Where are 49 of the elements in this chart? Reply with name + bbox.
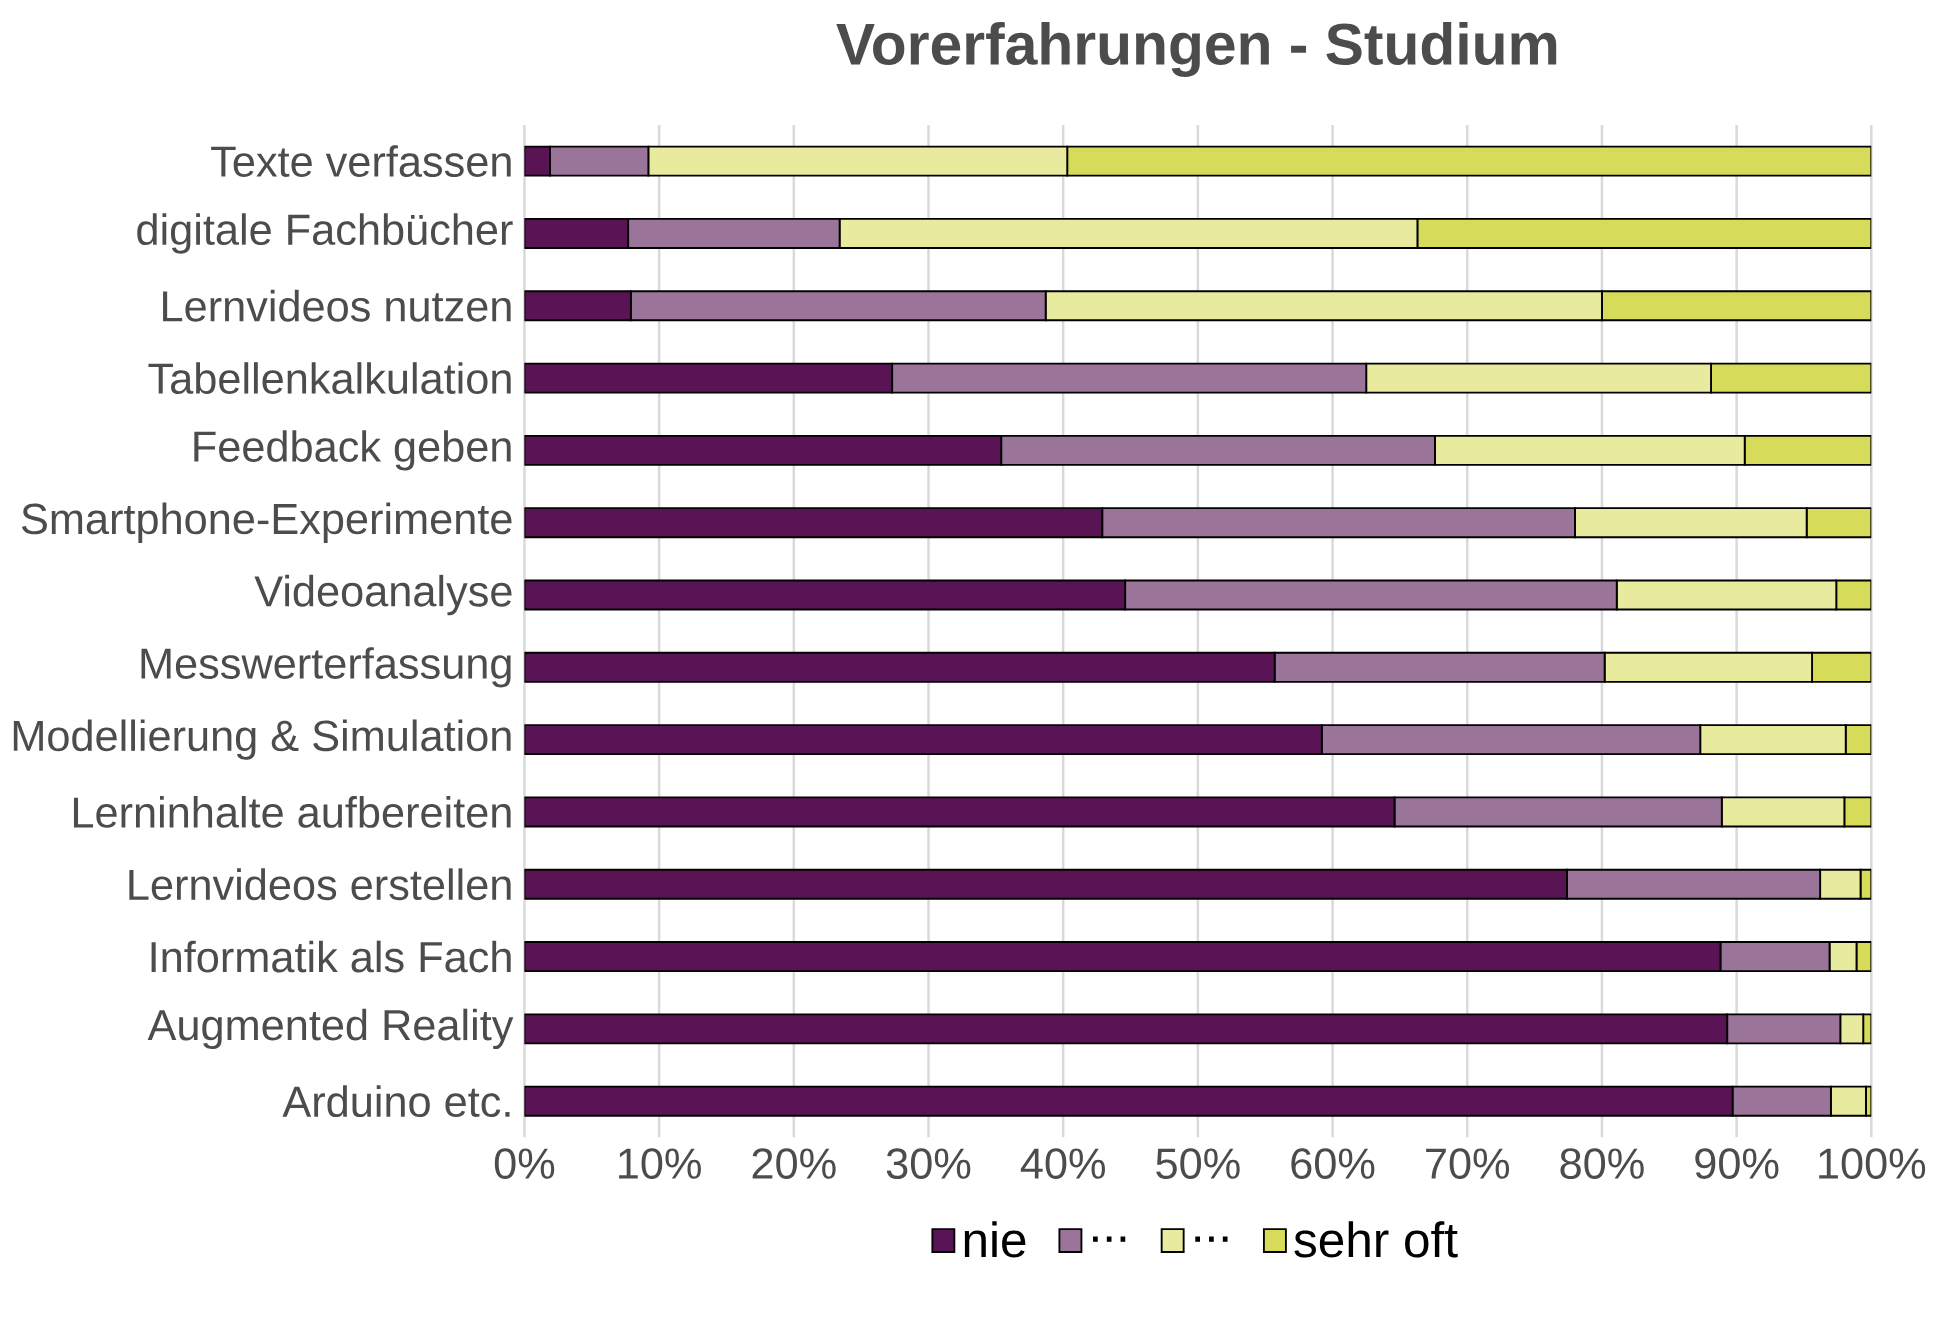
legend-label: ... (1093, 1236, 1126, 1242)
bar (524, 290, 632, 322)
x-tick-label: 80% (1560, 1148, 1644, 1179)
bar (524, 796, 1396, 828)
bar (1710, 362, 1872, 394)
bar (524, 1013, 1729, 1045)
bar (524, 579, 1127, 611)
x-tick-label: 50% (1156, 1148, 1240, 1179)
bar (1601, 290, 1872, 322)
bar (524, 507, 1104, 539)
legend-label: sehr oft (1294, 1221, 1458, 1258)
x-tick-label: 40% (1020, 1148, 1105, 1179)
x-tick-label: 60% (1291, 1148, 1375, 1179)
x-tick-label: 70% (1426, 1148, 1510, 1179)
y-tick-label: Feedback geben (194, 430, 511, 471)
bar (524, 941, 1722, 972)
y-tick-label: Smartphone-Experimente (21, 502, 512, 543)
y-tick-label: Lerninhalte aufbereiten (73, 795, 511, 828)
bar (524, 868, 1568, 900)
bar (524, 1085, 1734, 1117)
x-tick-label: 10% (619, 1148, 701, 1179)
bar (1835, 579, 1872, 611)
bar (524, 217, 630, 249)
y-tick-label: Texte verfassen (211, 145, 511, 177)
x-tick-label: 20% (752, 1148, 836, 1179)
bar (524, 724, 1323, 755)
y-tick-label: Tabellenkalkulation (148, 362, 511, 394)
y-tick-label: Informatik als Fach (151, 940, 511, 973)
y-tick-label: Augmented Reality (147, 1008, 514, 1049)
x-tick-label: 90% (1695, 1148, 1779, 1179)
y-tick-label: Messwerterfassung (141, 647, 511, 688)
bar (524, 362, 894, 394)
bar (1416, 217, 1872, 249)
bar (1066, 145, 1872, 177)
legend-label: nie (964, 1221, 1026, 1258)
bar (1743, 434, 1872, 466)
legend-label: ... (1195, 1236, 1228, 1242)
y-tick-label: Videoanalyse (254, 574, 512, 616)
y-tick-label: Arduino etc. (282, 1085, 510, 1118)
x-tick-label: 30% (886, 1148, 971, 1179)
y-tick-label: digitale Fachbücher (137, 213, 513, 254)
y-tick-label: Lernvideos erstellen (129, 868, 511, 901)
chart-title: Vorerfahrungen - Studium (836, 21, 1557, 77)
bar (524, 434, 1003, 466)
y-tick-label: Lernvideos nutzen (163, 289, 511, 322)
x-tick-label: 100% (1819, 1148, 1926, 1179)
x-tick-label: 0% (494, 1148, 555, 1179)
y-tick-label: Modellierung & Simulation (13, 719, 511, 760)
bar (524, 651, 1276, 683)
